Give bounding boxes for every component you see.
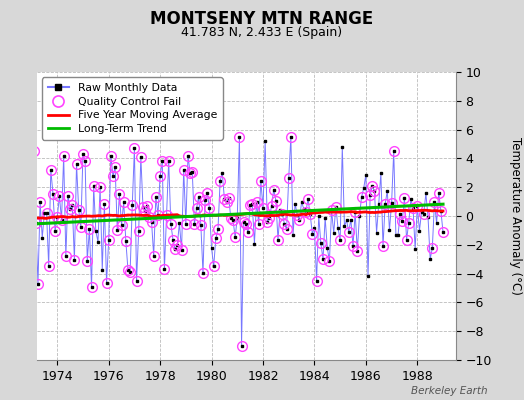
Y-axis label: Temperature Anomaly (°C): Temperature Anomaly (°C) xyxy=(509,137,522,295)
Text: 41.783 N, 2.433 E (Spain): 41.783 N, 2.433 E (Spain) xyxy=(181,26,343,39)
Text: Berkeley Earth: Berkeley Earth xyxy=(411,386,487,396)
Legend: Raw Monthly Data, Quality Control Fail, Five Year Moving Average, Long-Term Tren: Raw Monthly Data, Quality Control Fail, … xyxy=(42,78,223,140)
Text: MONTSENY MTN RANGE: MONTSENY MTN RANGE xyxy=(150,10,374,28)
